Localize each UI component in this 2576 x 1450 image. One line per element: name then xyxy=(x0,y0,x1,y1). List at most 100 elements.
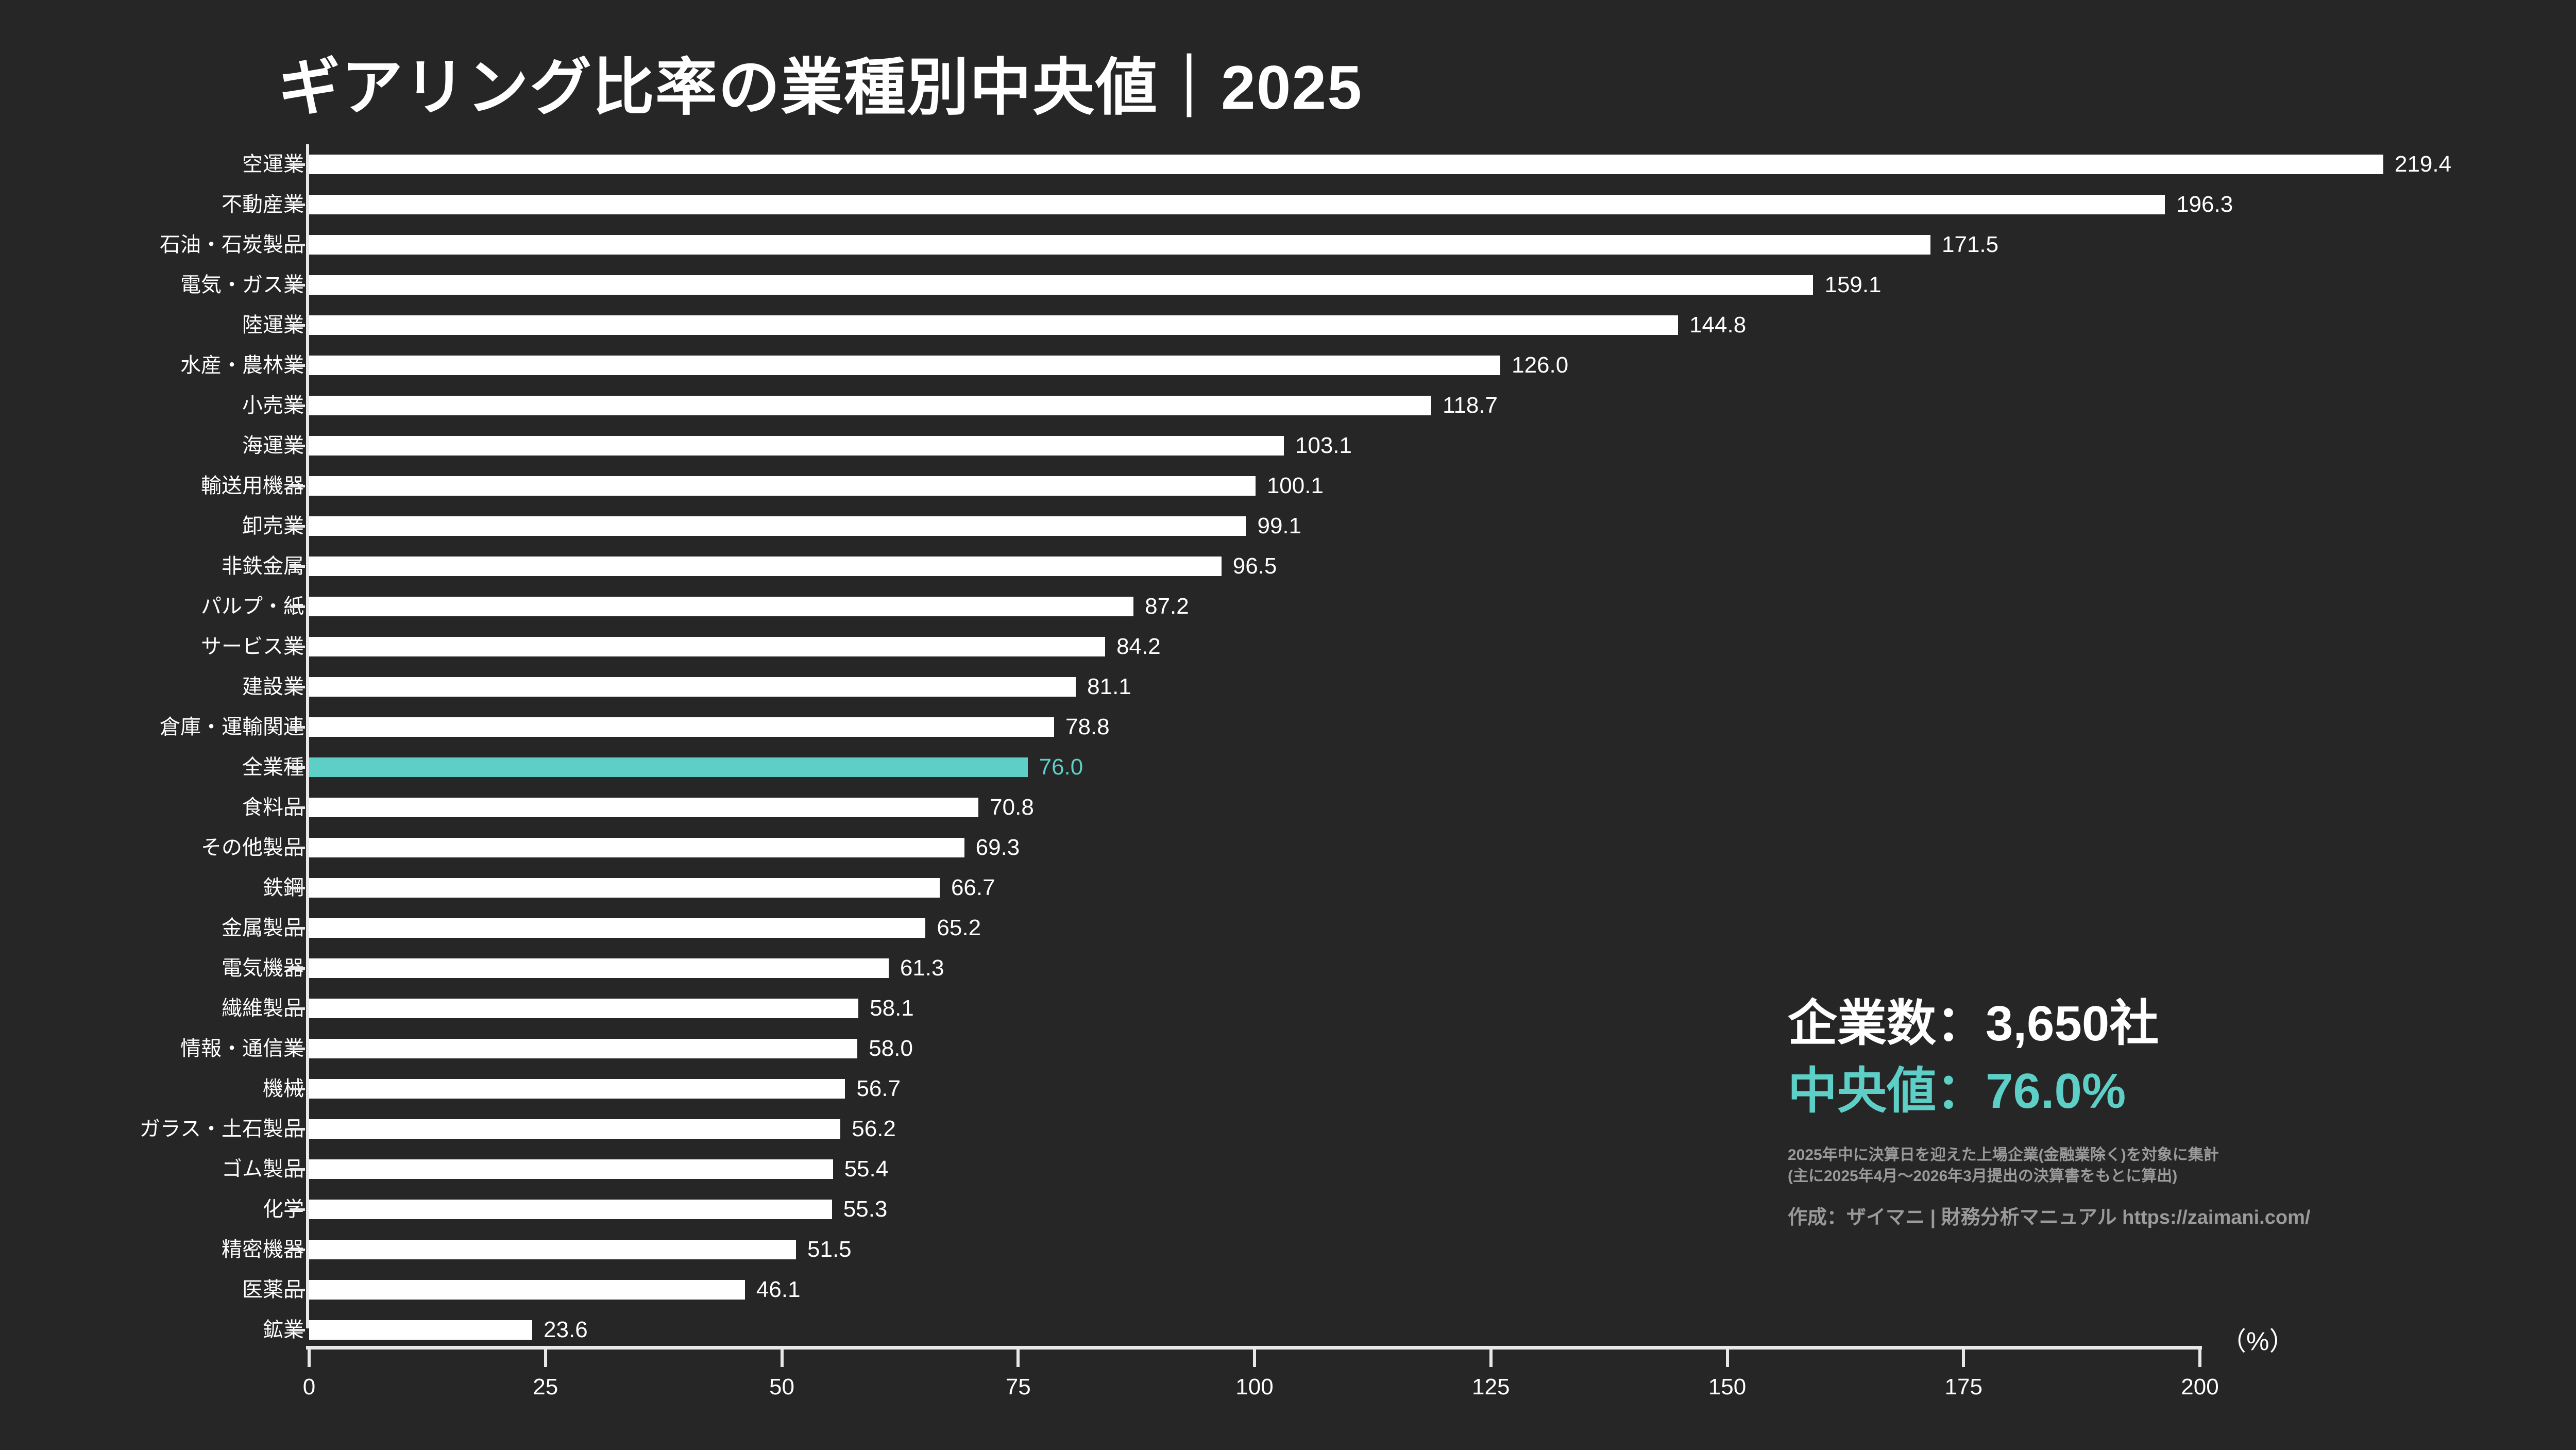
bar-and-value: 55.3 xyxy=(309,1189,887,1229)
y-axis-tick xyxy=(290,886,305,889)
bar-row: その他製品 69.3 xyxy=(0,828,2576,868)
bar-and-value: 103.1 xyxy=(309,426,1352,466)
x-axis-tick xyxy=(308,1350,311,1367)
bar-row: 食料品 70.8 xyxy=(0,787,2576,828)
bar xyxy=(309,195,2165,214)
category-label: 機械 xyxy=(263,1077,304,1100)
category-label: 倉庫・運輸関連 xyxy=(160,716,304,738)
bar-and-value: 56.7 xyxy=(309,1069,901,1109)
bar-row: 非鉄金属 96.5 xyxy=(0,546,2576,586)
category-label: その他製品 xyxy=(201,836,304,859)
bar xyxy=(309,798,979,817)
x-axis-unit-label: （%） xyxy=(2221,1327,2295,1356)
x-axis-tick xyxy=(1962,1350,1965,1367)
bar-row: ガラス・土石製品 56.2 xyxy=(0,1109,2576,1149)
bar-row: 海運業 103.1 xyxy=(0,426,2576,466)
bar-row: 全業種 76.0 xyxy=(0,747,2576,787)
category-label: 小売業 xyxy=(242,394,304,417)
bar-value-label: 66.7 xyxy=(951,875,995,900)
bar-row: 電気機器 61.3 xyxy=(0,948,2576,988)
y-axis-tick xyxy=(290,324,305,327)
y-axis-tick xyxy=(290,1127,305,1131)
bar-and-value: 51.5 xyxy=(309,1229,852,1270)
bar xyxy=(309,999,859,1018)
bar-row: 輸送用機器 100.1 xyxy=(0,466,2576,506)
y-axis-tick xyxy=(290,1047,305,1050)
category-label: 卸売業 xyxy=(242,515,304,537)
bar-value-label: 87.2 xyxy=(1145,594,1189,619)
x-axis-tick xyxy=(780,1350,784,1367)
bar-and-value: 219.4 xyxy=(309,144,2451,184)
y-axis-tick xyxy=(290,283,305,286)
bar-row: 卸売業 99.1 xyxy=(0,506,2576,546)
bar-value-label: 159.1 xyxy=(1824,272,1882,297)
bar xyxy=(309,1320,533,1340)
y-axis-tick xyxy=(290,645,305,648)
y-axis-tick xyxy=(290,243,305,246)
bar-row: 電気・ガス業 159.1 xyxy=(0,265,2576,305)
category-label: 不動産業 xyxy=(222,193,304,216)
bar xyxy=(309,717,1054,737)
bar-value-label: 55.4 xyxy=(844,1156,889,1182)
bar xyxy=(309,1159,833,1179)
bar-value-label: 23.6 xyxy=(544,1317,588,1342)
bar xyxy=(309,597,1134,616)
bar-and-value: 171.5 xyxy=(309,225,1998,265)
bar xyxy=(309,315,1679,335)
bar xyxy=(309,1200,832,1219)
bar-row: 石油・石炭製品 171.5 xyxy=(0,225,2576,265)
bar-chart-plot-area: 空運業 219.4 不動産業 196.3 石油・石炭製品 171.5 電気・ガス業 159.1… xyxy=(0,144,2576,1341)
bar-row: パルプ・紙 87.2 xyxy=(0,586,2576,627)
x-axis-tick xyxy=(1725,1350,1729,1367)
methodology-note-line-1: 2025年中に決算日を迎えた上場企業(金融業除く)を対象に集計 xyxy=(1788,1146,2219,1164)
category-label: 海運業 xyxy=(242,434,304,457)
bar-value-label: 99.1 xyxy=(1257,513,1302,538)
bar-and-value: 100.1 xyxy=(309,466,1324,506)
bar-row: 不動産業 196.3 xyxy=(0,184,2576,225)
bar xyxy=(309,275,1814,295)
y-axis-spine xyxy=(306,144,309,1328)
bar-value-label: 55.3 xyxy=(843,1196,888,1222)
bar xyxy=(309,476,1256,496)
y-axis-tick xyxy=(290,565,305,568)
category-label: 水産・農林業 xyxy=(180,354,304,377)
bar-row: 建設業 81.1 xyxy=(0,667,2576,707)
category-label: 陸運業 xyxy=(242,314,304,336)
x-axis-tick-label: 75 xyxy=(1005,1374,1031,1400)
category-label: 精密機器 xyxy=(222,1238,304,1261)
bar-row: 陸運業 144.8 xyxy=(0,305,2576,345)
category-label: 食料品 xyxy=(242,796,304,819)
category-label: ガラス・土石製品 xyxy=(139,1118,304,1140)
bar xyxy=(309,757,1028,777)
bar xyxy=(309,557,1222,576)
x-axis-tick-label: 0 xyxy=(302,1374,316,1400)
bar xyxy=(309,396,1432,415)
bar xyxy=(309,155,2383,174)
y-axis-tick xyxy=(290,685,305,688)
y-axis-tick xyxy=(290,926,305,930)
bar-row: 水産・農林業 126.0 xyxy=(0,345,2576,385)
category-label: パルプ・紙 xyxy=(201,595,304,618)
category-label: 建設業 xyxy=(242,676,304,698)
bar-and-value: 99.1 xyxy=(309,506,1301,546)
category-label: 電気機器 xyxy=(222,957,304,980)
category-label: 輸送用機器 xyxy=(201,475,304,497)
x-axis-tick-label: 100 xyxy=(1235,1374,1274,1400)
x-axis-tick-label: 125 xyxy=(1472,1374,1510,1400)
y-axis-tick xyxy=(290,726,305,729)
category-label: 全業種 xyxy=(242,756,304,779)
x-axis-tick xyxy=(1016,1350,1020,1367)
bar-row: 空運業 219.4 xyxy=(0,144,2576,184)
bar-value-label: 219.4 xyxy=(2394,151,2452,177)
bar-value-label: 100.1 xyxy=(1266,473,1324,498)
summary-annotation: 企業数：3,650社 中央値：76.0% 2025年中に決算日を迎えた上場企業(… xyxy=(1788,994,2519,1230)
page-title: ギアリング比率の業種別中央値｜2025 xyxy=(278,53,1363,122)
bar-and-value: 65.2 xyxy=(309,908,981,948)
y-axis-tick xyxy=(290,1208,305,1211)
bar-and-value: 159.1 xyxy=(309,265,1882,305)
bar-and-value: 23.6 xyxy=(309,1310,588,1350)
bar-row: 小売業 118.7 xyxy=(0,385,2576,426)
bar-row: 鉱業 23.6 xyxy=(0,1310,2576,1350)
bar xyxy=(309,436,1284,456)
company-count-text: 企業数：3,650社 xyxy=(1788,996,2159,1051)
